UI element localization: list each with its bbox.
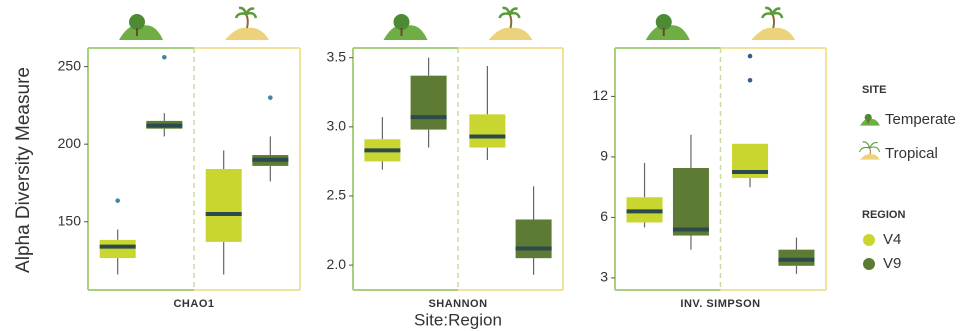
x-axis-label: Site:Region	[414, 310, 502, 329]
y-tick-label: 200	[58, 135, 82, 151]
box	[673, 168, 709, 236]
legend-label: V9	[883, 255, 901, 272]
tropical-icon	[246, 14, 248, 28]
y-tick-label: 150	[58, 212, 82, 228]
temperate-icon	[136, 28, 138, 36]
tropical-icon	[510, 14, 512, 28]
legend-label: V4	[883, 231, 901, 248]
legend-title: REGION	[862, 209, 905, 221]
panel-title: SHANNON	[428, 298, 487, 310]
legend-swatch	[863, 234, 875, 246]
box	[516, 219, 552, 258]
tropical-icon	[751, 28, 795, 40]
legend-title: SITE	[862, 84, 886, 96]
temperate-icon	[401, 28, 403, 36]
box	[469, 114, 505, 147]
temperate-icon	[865, 114, 872, 121]
tropical-icon	[860, 142, 880, 152]
y-tick-label: 250	[58, 57, 82, 73]
panel-title: INV. SIMPSON	[680, 298, 760, 310]
box	[778, 250, 814, 266]
box	[100, 240, 136, 258]
tropical-icon	[772, 14, 774, 28]
tropical-icon	[860, 154, 880, 160]
y-tick-label: 9	[600, 148, 608, 164]
temperate-icon	[663, 28, 665, 36]
chart: Alpha Diversity Measure Site:Region SITE…	[0, 0, 974, 331]
outlier	[162, 55, 167, 60]
outlier	[115, 198, 120, 203]
legend-label: Tropical	[885, 145, 938, 162]
y-tick-label: 6	[600, 208, 608, 224]
temperate-icon	[129, 14, 145, 30]
y-tick-label: 2.5	[327, 187, 347, 203]
tropical-icon	[870, 148, 871, 154]
temperate-icon	[656, 14, 672, 30]
box	[206, 169, 242, 242]
temperate-icon	[394, 14, 410, 30]
temperate-icon	[868, 120, 869, 124]
y-tick-label: 2.0	[327, 256, 347, 272]
box	[411, 76, 447, 130]
legend-label: Temperate	[885, 111, 956, 128]
y-tick-label: 3.5	[327, 48, 347, 64]
legend-swatch	[863, 258, 875, 270]
y-tick-label: 3	[600, 269, 608, 285]
panel-title: CHAO1	[173, 298, 214, 310]
tropical-icon	[225, 28, 269, 40]
y-tick-label: 12	[592, 87, 608, 103]
y-tick-label: 3.0	[327, 118, 347, 134]
tropical-icon	[489, 28, 533, 40]
outlier	[748, 54, 753, 59]
outlier	[268, 95, 273, 100]
y-axis-label: Alpha Diversity Measure	[13, 67, 34, 273]
outlier	[748, 78, 753, 83]
